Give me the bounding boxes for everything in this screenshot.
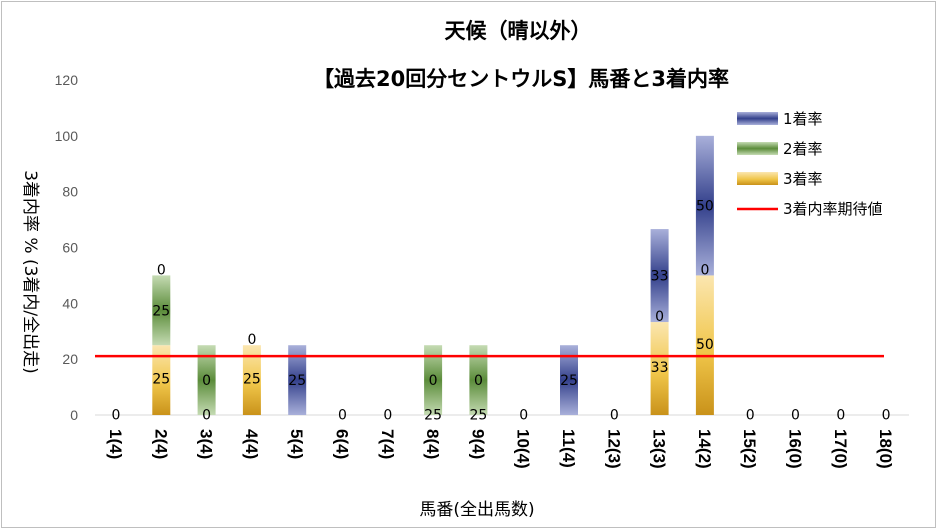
legend-label-third: 3着率 <box>783 170 823 188</box>
bar-third-rate <box>152 345 171 415</box>
bar-first-rate <box>650 229 669 323</box>
data-label-third: 0 <box>112 407 121 423</box>
data-label-second: 0 <box>429 373 438 389</box>
x-tick-label: 12(3) <box>604 429 623 469</box>
legend-swatch-third <box>737 172 778 185</box>
bar-first-rate <box>560 345 578 415</box>
x-tick-label: 16(0) <box>786 429 805 469</box>
x-tick-label: 18(0) <box>876 429 895 469</box>
x-tick-label: 7(4) <box>378 429 397 459</box>
chart-title: 天候（晴以外） <box>445 19 592 43</box>
legend-label-first: 1着率 <box>783 110 823 128</box>
y-tick-label: 20 <box>62 351 78 367</box>
data-label-third: 0 <box>338 407 347 423</box>
x-tick-label: 8(4) <box>423 429 442 459</box>
x-tick-label: 1(4) <box>106 429 125 459</box>
data-label-third: 0 <box>746 407 755 423</box>
x-tick-label: 6(4) <box>333 429 352 459</box>
bar-third-rate <box>242 345 261 415</box>
y-tick-label: 80 <box>62 184 78 200</box>
data-label-third: 50 <box>696 337 714 353</box>
data-label-first: 0 <box>247 332 256 348</box>
data-label-third: 0 <box>202 407 211 423</box>
legend: 1着率 2着率 3着率 3着内率期待値 <box>737 110 883 218</box>
y-tick-label: 100 <box>55 128 79 144</box>
legend-swatch-second <box>737 142 778 155</box>
data-label-third: 0 <box>383 407 392 423</box>
x-axis-label: 馬番(全出馬数) <box>419 500 534 520</box>
y-axis-label: 3着内率 % (3着内/全出走) <box>20 170 40 374</box>
x-tick-label: 5(4) <box>287 429 306 459</box>
y-tick-label: 0 <box>70 407 78 423</box>
x-tick-label: 4(4) <box>242 429 261 459</box>
x-tick-label: 10(4) <box>514 429 533 469</box>
bar-second-rate <box>469 345 488 415</box>
bar-second-rate <box>424 345 443 415</box>
x-tick-label: 13(3) <box>650 429 669 469</box>
y-tick-label: 40 <box>62 295 78 311</box>
data-label-third: 25 <box>243 372 261 388</box>
bar-third-rate <box>695 275 714 415</box>
data-label-third: 25 <box>424 407 442 423</box>
bar-second-rate <box>197 345 216 415</box>
x-tick-label: 2(4) <box>151 429 170 459</box>
data-label-third: 25 <box>469 407 487 423</box>
bar-first-rate <box>288 345 307 415</box>
legend-swatch-first <box>737 112 778 125</box>
data-label-third: 25 <box>560 373 578 389</box>
data-label-second: 0 <box>700 262 709 278</box>
data-label-first: 50 <box>696 199 714 215</box>
y-tick-label: 120 <box>55 72 79 88</box>
data-label-third: 0 <box>519 407 528 423</box>
chart-subtitle: 【過去20回分セントウルS】馬番と3着内率 <box>313 67 729 91</box>
legend-label-expected: 3着内率期待値 <box>783 200 883 218</box>
x-tick-label: 9(4) <box>468 429 487 459</box>
bar-third-rate <box>650 322 669 415</box>
data-label-third: 25 <box>152 372 170 388</box>
y-tick-label: 60 <box>62 240 78 256</box>
data-label-first: 33 <box>651 269 669 285</box>
data-label-third: 33 <box>651 360 669 376</box>
x-tick-label: 14(2) <box>695 429 714 469</box>
legend-label-second: 2着率 <box>783 140 823 158</box>
data-label-third: 0 <box>836 407 845 423</box>
data-label-third: 0 <box>882 407 891 423</box>
bar-second-rate <box>152 275 171 346</box>
x-tick-label: 11(4) <box>559 429 578 468</box>
x-tick-label: 15(2) <box>740 429 759 469</box>
x-tick-label: 3(4) <box>197 429 216 459</box>
data-label-third: 0 <box>610 407 619 423</box>
data-label-second: 0 <box>202 373 211 389</box>
data-label-third: 0 <box>791 407 800 423</box>
x-tick-label: 17(0) <box>831 429 850 469</box>
data-label-second: 25 <box>152 303 170 319</box>
bar-first-rate <box>695 135 714 276</box>
data-label-second: 0 <box>474 373 483 389</box>
data-label-third: 25 <box>288 373 306 389</box>
data-label-second: 0 <box>655 309 664 325</box>
data-label-first: 0 <box>157 262 166 278</box>
